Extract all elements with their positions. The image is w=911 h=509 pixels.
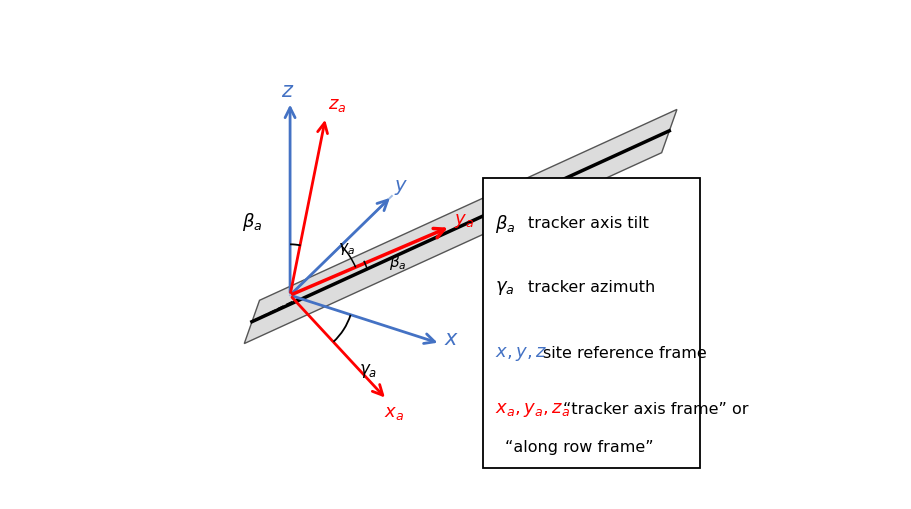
- Text: $x_a,y_a,z_a$: $x_a,y_a,z_a$: [495, 401, 569, 419]
- Text: $x$: $x$: [444, 329, 459, 349]
- Text: “along row frame”: “along row frame”: [505, 440, 653, 456]
- Text: $\beta_a$: $\beta_a$: [495, 213, 515, 235]
- Text: $\beta_a$: $\beta_a$: [241, 211, 262, 233]
- Text: $y_a$: $y_a$: [454, 212, 474, 230]
- Text: $\gamma_a$: $\gamma_a$: [495, 278, 514, 297]
- Text: $\gamma_a$: $\gamma_a$: [359, 362, 377, 380]
- FancyBboxPatch shape: [484, 178, 700, 468]
- Text: $x_a$: $x_a$: [384, 404, 404, 422]
- Text: $z_a$: $z_a$: [328, 96, 346, 115]
- Text: “tracker axis frame” or: “tracker axis frame” or: [563, 402, 749, 417]
- Text: tracker azimuth: tracker azimuth: [527, 280, 655, 295]
- Text: $\beta_a$: $\beta_a$: [389, 253, 407, 272]
- Text: $\gamma_a$: $\gamma_a$: [338, 241, 355, 257]
- Polygon shape: [244, 109, 677, 344]
- Text: site reference frame: site reference frame: [543, 346, 707, 361]
- Text: $y$: $y$: [394, 178, 409, 197]
- Text: $z$: $z$: [281, 81, 294, 101]
- Text: $x, y, z$: $x, y, z$: [495, 345, 547, 363]
- Text: tracker axis tilt: tracker axis tilt: [527, 216, 649, 232]
